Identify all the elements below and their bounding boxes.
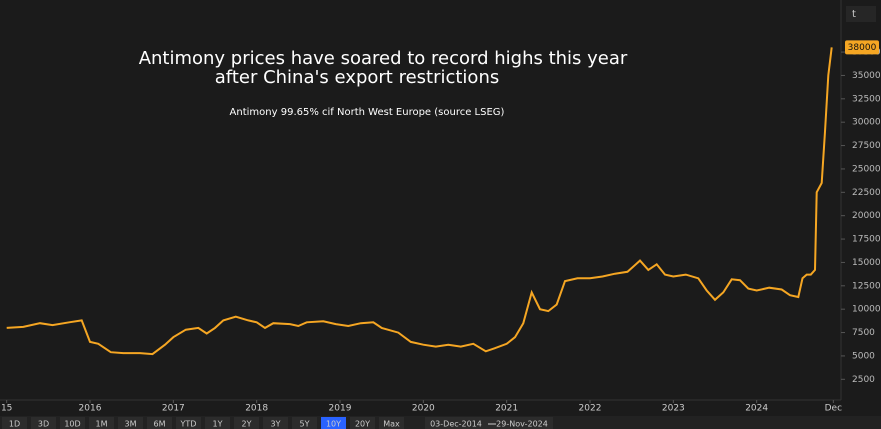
range-button[interactable] xyxy=(234,417,259,429)
range-label: 1M xyxy=(96,420,108,429)
x-tick-label: 15 xyxy=(1,404,12,414)
x-tick-label: 2020 xyxy=(412,404,435,414)
x-tick-label: Dec xyxy=(825,404,842,414)
range-button[interactable] xyxy=(379,417,404,429)
range-label: Max xyxy=(383,420,400,429)
range-label: YTD xyxy=(180,420,197,429)
range-label: 1Y xyxy=(213,420,223,429)
range-label: 6M xyxy=(154,420,166,429)
range-label: 3D xyxy=(38,420,49,429)
y-tick-label: 17500 xyxy=(852,235,881,245)
date-range[interactable] xyxy=(425,417,553,429)
y-tick-label: 15000 xyxy=(852,258,881,268)
range-label: 2Y xyxy=(242,420,252,429)
unit-label: t xyxy=(852,9,856,20)
y-tick-label: 27500 xyxy=(852,141,881,151)
x-tick-label: 2016 xyxy=(79,404,102,414)
y-tick-label: 20000 xyxy=(852,211,881,221)
range-button[interactable] xyxy=(263,417,288,429)
chart-subtitle: Antimony 99.65% cif North West Europe (s… xyxy=(230,107,505,118)
range-button[interactable] xyxy=(350,417,375,429)
price-line xyxy=(6,47,833,356)
date-start: 03-Dec-2014 xyxy=(430,420,482,429)
range-button[interactable] xyxy=(118,417,143,429)
y-tick-label: 30000 xyxy=(852,118,881,128)
range-button[interactable] xyxy=(31,417,56,429)
range-button[interactable] xyxy=(205,417,230,429)
chart-title: after China's export restrictions xyxy=(215,67,499,88)
chart-title: Antimony prices have soared to record hi… xyxy=(139,48,628,69)
range-button[interactable] xyxy=(292,417,317,429)
x-tick-label: 2022 xyxy=(579,404,602,414)
range-button[interactable] xyxy=(2,417,27,429)
y-tick-label: 35000 xyxy=(852,71,881,81)
range-label: 10Y xyxy=(326,420,341,429)
y-tick-label: 7500 xyxy=(852,328,875,338)
x-tick-label: 2021 xyxy=(495,404,518,414)
range-button[interactable] xyxy=(147,417,172,429)
range-label: 10D xyxy=(64,420,80,429)
range-button[interactable] xyxy=(60,417,85,429)
y-tick-label: 5000 xyxy=(852,351,875,361)
x-tick-label: 2018 xyxy=(245,404,268,414)
y-tick-label: 2500 xyxy=(852,375,875,385)
y-tick-label: 32500 xyxy=(852,94,881,104)
x-tick-label: 2019 xyxy=(329,404,352,414)
range-button[interactable] xyxy=(176,417,201,429)
x-tick-label: 2017 xyxy=(162,404,185,414)
date-end: 29-Nov-2024 xyxy=(496,420,548,429)
y-tick-label: 25000 xyxy=(852,164,881,174)
y-tick-label: 22500 xyxy=(852,188,881,198)
last-price-box xyxy=(845,40,879,55)
range-button[interactable] xyxy=(321,417,346,429)
x-tick-label: 2023 xyxy=(662,404,685,414)
range-label: 20Y xyxy=(355,420,370,429)
range-label: 3M xyxy=(125,420,137,429)
last-price-label: 38000 xyxy=(848,43,877,53)
range-label: 1D xyxy=(9,420,20,429)
range-label: 3Y xyxy=(271,420,281,429)
y-tick-label: 10000 xyxy=(852,305,881,315)
y-tick-label: 12500 xyxy=(852,281,881,291)
x-tick-label: 2024 xyxy=(745,404,768,414)
unit-select[interactable] xyxy=(846,6,876,22)
range-button[interactable] xyxy=(89,417,114,429)
range-label: 5Y xyxy=(300,420,310,429)
